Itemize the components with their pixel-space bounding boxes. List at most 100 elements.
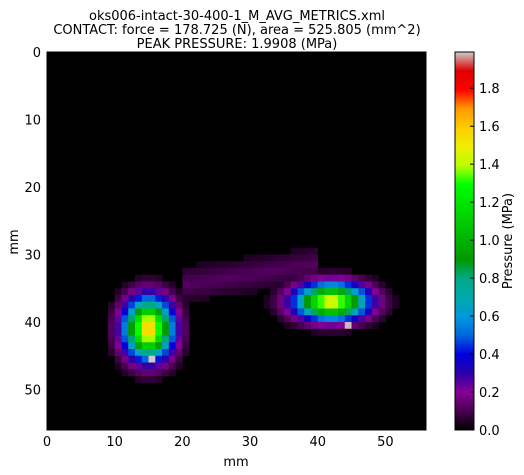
heatmap-cell (107, 322, 115, 330)
heatmap-cell (236, 288, 244, 296)
heatmap-cell (277, 315, 285, 323)
heatmap-cell (216, 268, 224, 276)
heatmap-cell (121, 349, 129, 357)
heatmap-cell (256, 261, 264, 269)
heatmap-cell (317, 268, 325, 276)
heatmap-cell (209, 274, 217, 282)
heatmap-cell (229, 281, 237, 289)
heatmap-cell (263, 295, 271, 303)
colorbar-tick-label: 1.6 (479, 120, 500, 135)
colorbar-tick-label: 0.0 (479, 424, 500, 439)
y-axis-label: mm (7, 229, 22, 254)
heatmap-cell (338, 288, 346, 296)
heatmap-cell (324, 308, 332, 316)
colorbar-tick-label: 1.8 (479, 82, 500, 97)
heatmap-cell (155, 288, 163, 296)
heatmap-cell (344, 328, 352, 336)
heatmap-cell (283, 281, 291, 289)
heatmap-cell (128, 328, 136, 336)
heatmap-cell (236, 261, 244, 269)
heatmap-cell (324, 274, 332, 282)
heatmap-cell (304, 281, 312, 289)
heatmap-cell (195, 281, 203, 289)
heatmap-cell (222, 281, 231, 289)
heatmap-cell (175, 315, 183, 323)
heatmap-cell (168, 355, 176, 363)
heatmap-cell (114, 355, 122, 363)
heatmap-cell (358, 322, 366, 330)
heatmap-cell (175, 355, 183, 363)
heatmap-cell (365, 308, 373, 316)
heatmap-cell (155, 349, 163, 357)
heatmap-cell (168, 349, 176, 357)
heatmap-cell (182, 295, 190, 303)
heatmap-cell (175, 295, 183, 303)
heatmap-cell (121, 328, 129, 336)
heatmap-cell (378, 288, 386, 296)
colorbar (454, 51, 475, 431)
heatmap-cell (162, 315, 170, 323)
heatmap-cell (168, 362, 176, 370)
colorbar-tick-label: 0.4 (479, 348, 500, 363)
heatmap-cell (148, 301, 156, 309)
heatmap-cell (371, 322, 379, 330)
heatmap-cell (317, 328, 325, 336)
heatmap-cell (310, 301, 319, 309)
heatmap-cell (134, 288, 143, 296)
heatmap-cell (283, 254, 291, 262)
heatmap-cell (365, 322, 373, 330)
heatmap-cell (148, 355, 156, 363)
x-axis-ticks: 0 10 20 30 40 50 (43, 52, 394, 450)
heatmap-cell (277, 261, 285, 269)
heatmap-cell (297, 254, 305, 262)
heatmap-cell (107, 349, 115, 357)
y-tick-label: 50 (24, 384, 41, 399)
heatmap-cell (175, 342, 183, 350)
heatmap-cell (344, 301, 352, 309)
heatmap-cell (290, 281, 298, 289)
heatmap-cell (270, 268, 278, 276)
heatmap-cell (202, 288, 210, 296)
heatmap-cell (378, 308, 386, 316)
heatmap-cell (222, 288, 231, 296)
heatmap-cell (324, 328, 332, 336)
heatmap-cell (378, 315, 386, 323)
heatmap-cell (182, 322, 190, 330)
heatmap-cell (128, 315, 136, 323)
heatmap-cell (263, 254, 271, 262)
heatmap-cell (331, 268, 339, 276)
heatmap-cell (121, 342, 129, 350)
heatmap-cell (162, 355, 170, 363)
heatmap-cell (155, 335, 163, 343)
heatmap-cell (277, 295, 285, 303)
heatmap-cell (195, 268, 203, 276)
heatmap-cell (182, 288, 190, 296)
heatmap-cell (168, 295, 176, 303)
heatmap-cell (229, 261, 237, 269)
x-axis-label: mm (223, 455, 248, 470)
heatmap-cell (134, 342, 143, 350)
heatmap-cell (148, 362, 156, 370)
heatmap-cell (351, 308, 359, 316)
heatmap-cell (162, 349, 170, 357)
heatmap-cell (324, 281, 332, 289)
heatmap-cell (141, 281, 149, 289)
heatmap-cell (182, 274, 190, 282)
heatmap-cell (243, 254, 251, 262)
heatmap-cell (358, 308, 366, 316)
heatmap-cell (134, 281, 143, 289)
heatmap-cell (317, 288, 325, 296)
heatmap-cell (222, 261, 231, 269)
heatmap-cell (114, 362, 122, 370)
heatmap-cell (202, 261, 210, 269)
heatmap-cell (202, 268, 210, 276)
heatmap-cell (134, 274, 143, 282)
heatmap-cell (317, 301, 325, 309)
heatmap-cell (121, 295, 129, 303)
x-tick-label: 50 (377, 435, 394, 450)
heatmap-cell (277, 288, 285, 296)
heatmap-cell (141, 349, 149, 357)
heatmap-cell (297, 247, 305, 255)
heatmap-cell (263, 274, 271, 282)
heatmap-cell (270, 301, 278, 309)
